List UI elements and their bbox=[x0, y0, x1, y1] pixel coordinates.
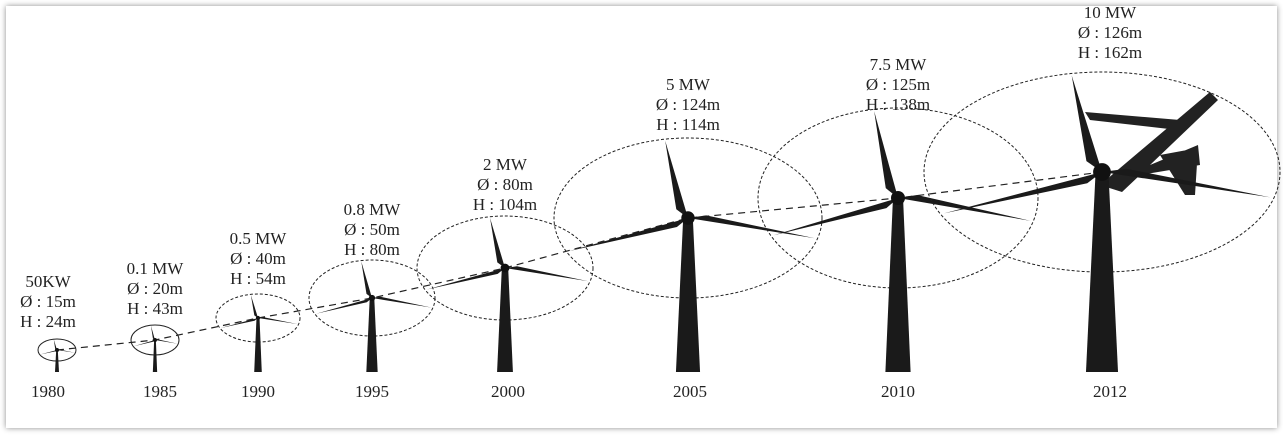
diameter-label: Ø : 40m bbox=[230, 249, 286, 268]
diameter-label: Ø : 125m bbox=[866, 75, 930, 94]
power-label: 0.8 MW bbox=[344, 200, 402, 219]
year-label: 2005 bbox=[673, 382, 707, 401]
diameter-label: Ø : 124m bbox=[656, 95, 720, 114]
year-label: 2000 bbox=[491, 382, 525, 401]
height-label: H : 104m bbox=[473, 195, 537, 214]
year-label: 1985 bbox=[143, 382, 177, 401]
year-label: 2010 bbox=[881, 382, 915, 401]
diameter-label: Ø : 126m bbox=[1078, 23, 1142, 42]
height-label: H : 80m bbox=[344, 240, 400, 259]
power-label: 2 MW bbox=[483, 155, 528, 174]
year-label: 1990 bbox=[241, 382, 275, 401]
height-label: H : 43m bbox=[127, 299, 183, 318]
height-label: H : 24m bbox=[20, 312, 76, 331]
year-label: 2012 bbox=[1093, 382, 1127, 401]
power-label: 7.5 MW bbox=[870, 55, 928, 74]
power-label: 10 MW bbox=[1084, 3, 1137, 22]
power-label: 50KW bbox=[25, 272, 71, 291]
hub bbox=[256, 316, 260, 320]
height-label: H : 162m bbox=[1078, 43, 1142, 62]
power-label: 5 MW bbox=[666, 75, 711, 94]
diameter-label: Ø : 80m bbox=[477, 175, 533, 194]
hub bbox=[55, 348, 59, 352]
diagram: 50KWØ : 15mH : 24m 1980 0.1 MWØ : 20mH : 4… bbox=[0, 0, 1283, 435]
power-label: 0.1 MW bbox=[127, 259, 185, 278]
height-label: H : 138m bbox=[866, 95, 930, 114]
diameter-label: Ø : 20m bbox=[127, 279, 183, 298]
height-label: H : 114m bbox=[656, 115, 720, 134]
height-label: H : 54m bbox=[230, 269, 286, 288]
diameter-label: Ø : 50m bbox=[344, 220, 400, 239]
power-label: 0.5 MW bbox=[230, 229, 288, 248]
hub bbox=[369, 295, 375, 301]
hub bbox=[1093, 163, 1111, 181]
hub bbox=[153, 338, 157, 342]
hub bbox=[501, 264, 510, 273]
hub bbox=[891, 191, 905, 205]
year-label: 1995 bbox=[355, 382, 389, 401]
year-label: 1980 bbox=[31, 382, 65, 401]
diameter-label: Ø : 15m bbox=[20, 292, 76, 311]
hub bbox=[681, 211, 694, 224]
